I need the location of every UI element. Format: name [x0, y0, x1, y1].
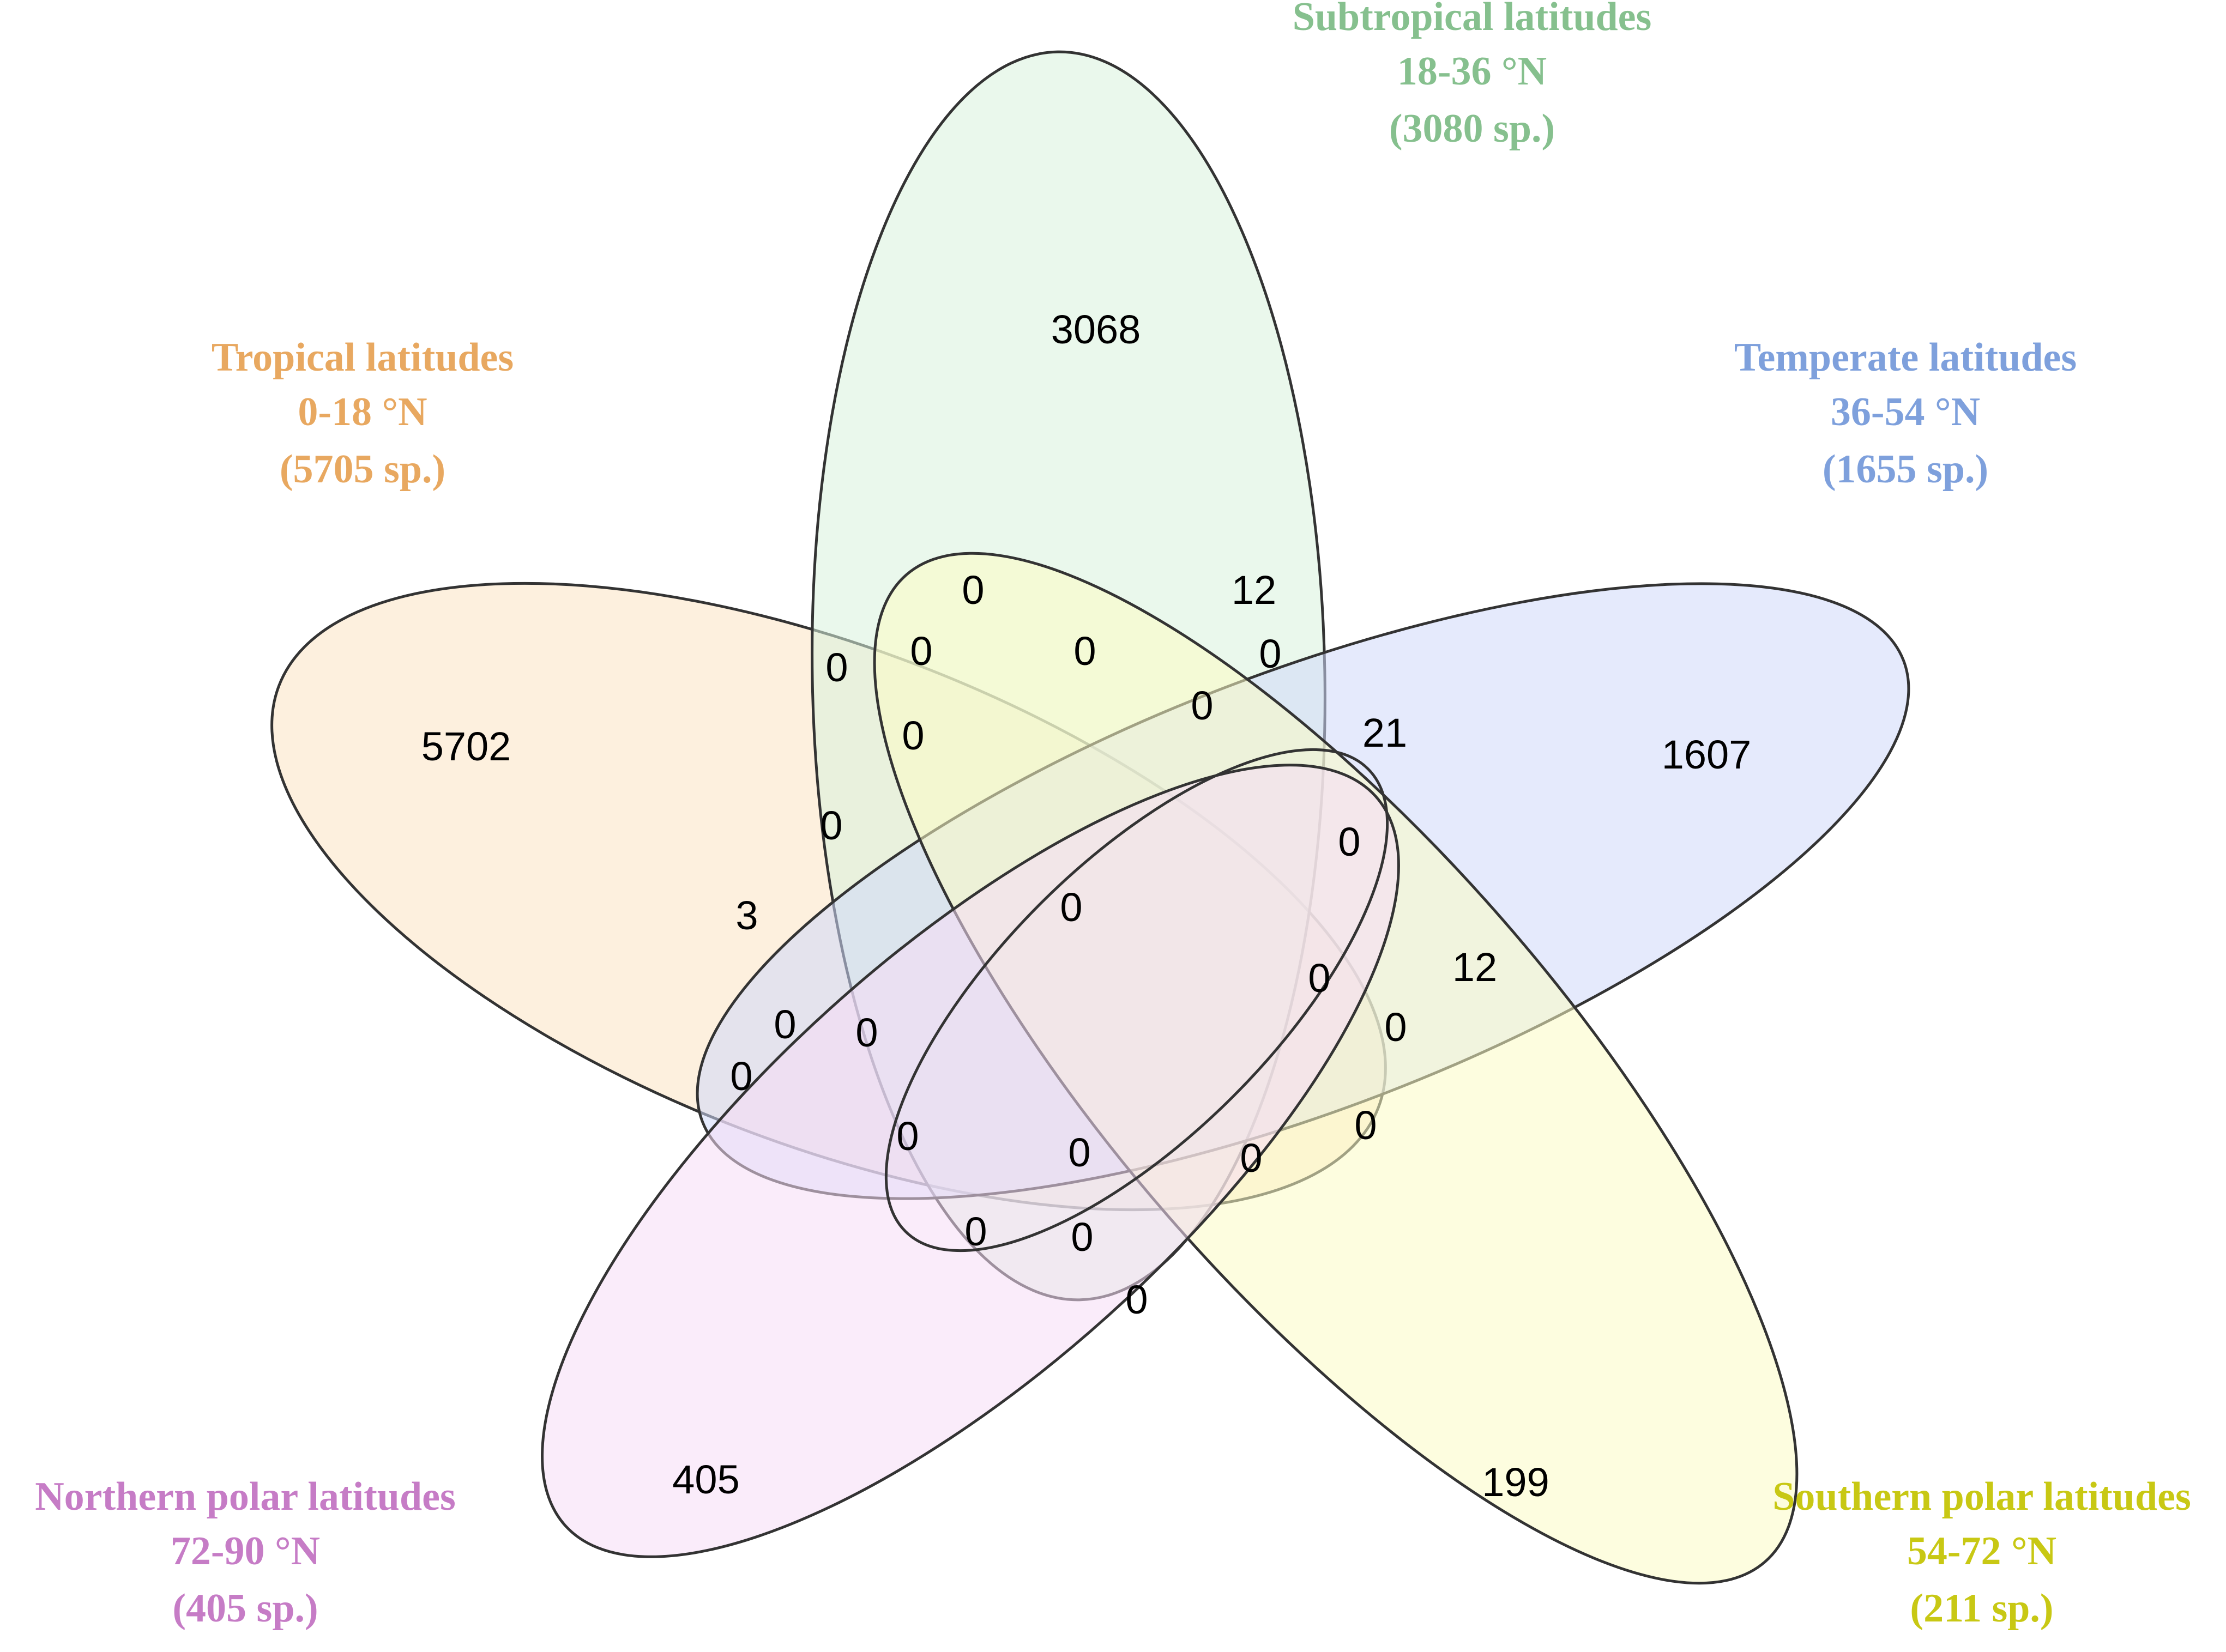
intersection-count: 0	[1240, 1135, 1262, 1181]
subtropical-species: (3080 sp.)	[1389, 106, 1555, 151]
northern-polar-unique-count: 405	[672, 1457, 739, 1502]
tropical-range: 0-18 °N	[298, 390, 427, 434]
intersection-count: 0	[1354, 1103, 1377, 1148]
unique-counts: 5702 3068 1607 199 405	[421, 307, 1752, 1505]
intersection-count: 12	[1232, 567, 1276, 613]
intersection-count: 0	[1338, 819, 1360, 864]
southern-polar-range: 54-72 °N	[1907, 1529, 2056, 1574]
intersection-count: 0	[902, 713, 924, 758]
northern-polar-species: (405 sp.)	[172, 1586, 318, 1631]
intersection-count: 0	[825, 645, 848, 690]
southern-polar-name: Southern polar latitudes	[1772, 1474, 2191, 1519]
subtropical-label: Subtropical latitudes 18-36 °N (3080 sp.…	[1293, 0, 1652, 151]
northern-polar-name: Northern polar latitudes	[35, 1474, 456, 1519]
inner-southern-polar-outline	[884, 748, 1389, 1252]
intersection-count: 3	[735, 893, 758, 938]
tropical-label: Tropical latitudes 0-18 °N (5705 sp.)	[212, 335, 514, 492]
subtropical-range: 18-36 °N	[1397, 49, 1547, 94]
northern-polar-ellipse	[541, 764, 1400, 1558]
intersection-count: 0	[1125, 1277, 1148, 1322]
intersection-count: 0	[820, 803, 842, 848]
southern-polar-species: (211 sp.)	[1910, 1586, 2053, 1631]
intersection-count: 0	[1259, 631, 1281, 676]
intersection-count: 0	[1308, 955, 1330, 1001]
temperate-label: Temperate latitudes 36-54 °N (1655 sp.)	[1734, 335, 2077, 492]
temperate-species: (1655 sp.)	[1823, 447, 1988, 492]
intersection-count: 0	[774, 1002, 796, 1047]
southern-polar-unique-count: 199	[1482, 1460, 1549, 1505]
intersection-count: 0	[1073, 628, 1096, 674]
intersection-count: 21	[1362, 710, 1407, 755]
intersection-count: 0	[964, 1209, 987, 1254]
intersection-count: 0	[1068, 1130, 1090, 1175]
intersection-counts: 0 12 0 0 0 0 0 21 0 0 0 3 0 12 0 0 0 0 0…	[730, 567, 1497, 1322]
temperate-range: 36-54 °N	[1831, 390, 1980, 434]
southern-polar-label: Southern polar latitudes 54-72 °N (211 s…	[1772, 1474, 2191, 1631]
set-ellipses	[270, 50, 1910, 1585]
northern-polar-label: Northern polar latitudes 72-90 °N (405 s…	[35, 1474, 456, 1631]
intersection-count: 0	[1191, 683, 1213, 728]
center-count: 0	[1060, 885, 1082, 930]
intersection-count: 0	[910, 628, 932, 674]
temperate-unique-count: 1607	[1662, 732, 1752, 777]
tropical-unique-count: 5702	[421, 724, 511, 769]
intersection-count: 0	[896, 1114, 919, 1159]
intersection-count: 12	[1452, 945, 1497, 990]
intersection-count: 0	[962, 567, 984, 613]
temperate-name: Temperate latitudes	[1734, 335, 2077, 380]
subtropical-unique-count: 3068	[1051, 307, 1141, 352]
subtropical-name: Subtropical latitudes	[1293, 0, 1652, 39]
intersection-count: 0	[730, 1054, 752, 1099]
northern-polar-range: 72-90 °N	[171, 1529, 320, 1574]
intersection-count: 0	[855, 1010, 878, 1055]
tropical-name: Tropical latitudes	[212, 335, 514, 380]
intersection-count: 0	[1384, 1004, 1407, 1050]
intersection-count: 0	[1071, 1214, 1093, 1260]
tropical-species: (5705 sp.)	[280, 447, 445, 492]
